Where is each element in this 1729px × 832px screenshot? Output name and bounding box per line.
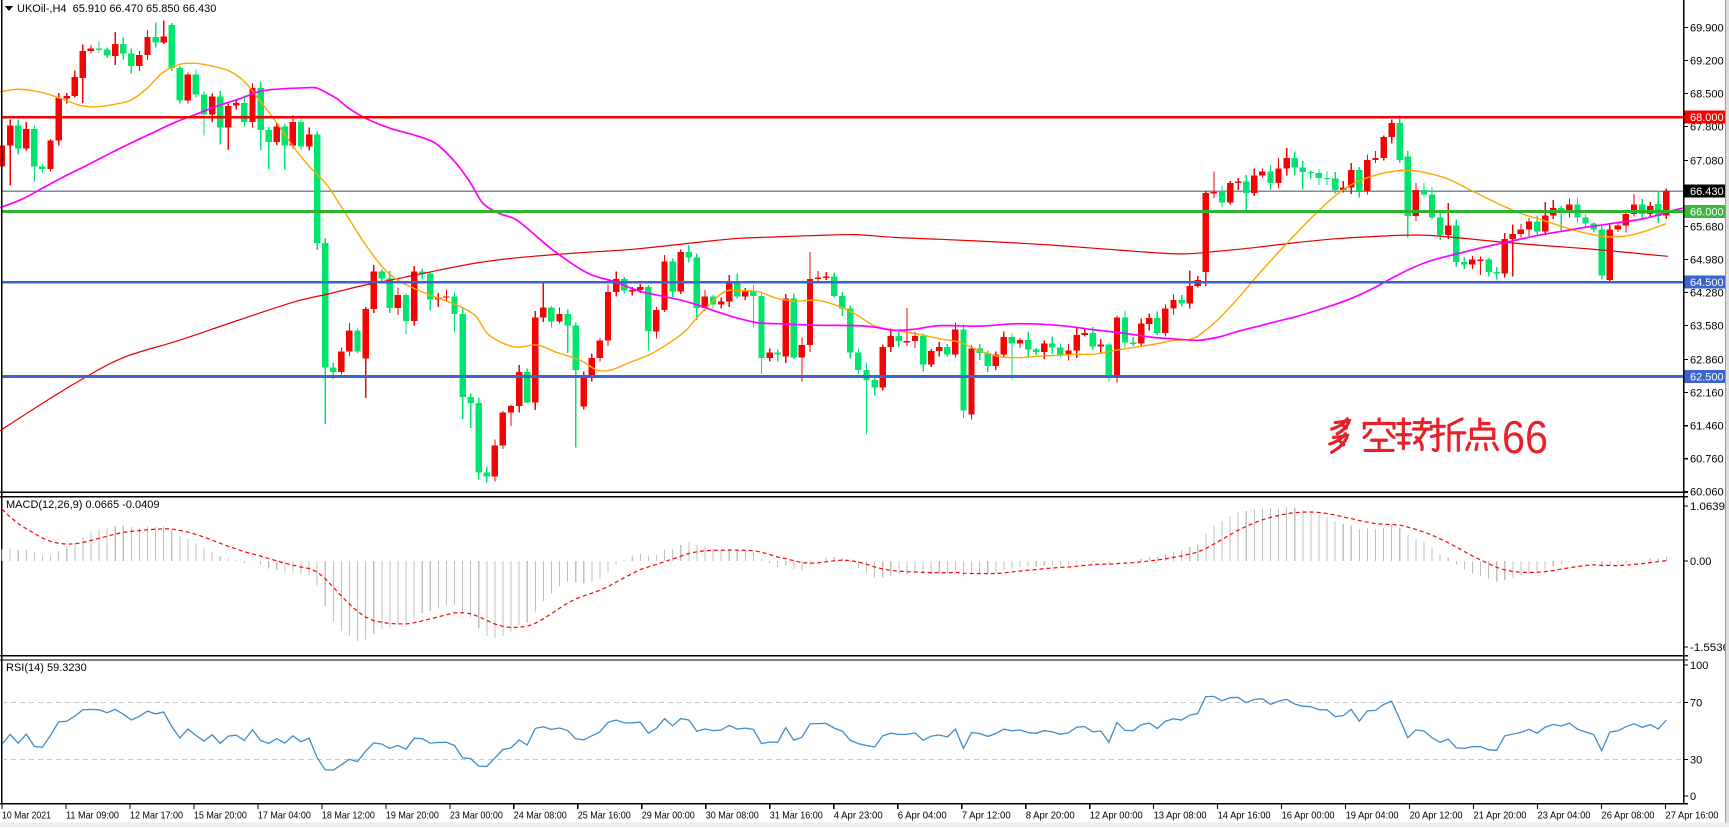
svg-text:26 Apr 08:00: 26 Apr 08:00: [1602, 810, 1655, 822]
svg-text:20 Apr 12:00: 20 Apr 12:00: [1410, 810, 1463, 822]
svg-text:7 Apr 12:00: 7 Apr 12:00: [962, 810, 1011, 822]
svg-text:60.060: 60.060: [1690, 487, 1724, 499]
svg-text:68.500: 68.500: [1690, 89, 1724, 101]
svg-text:60.760: 60.760: [1690, 454, 1724, 466]
svg-text:19 Apr 04:00: 19 Apr 04:00: [1346, 810, 1399, 822]
svg-text:15 Mar 20:00: 15 Mar 20:00: [194, 810, 247, 822]
svg-text:62.160: 62.160: [1690, 388, 1724, 400]
svg-text:31 Mar 16:00: 31 Mar 16:00: [770, 810, 823, 822]
svg-text:-1.5536: -1.5536: [1690, 642, 1729, 654]
svg-text:11 Mar 09:00: 11 Mar 09:00: [66, 810, 119, 822]
svg-text:16 Apr 00:00: 16 Apr 00:00: [1282, 810, 1335, 822]
svg-text:63.580: 63.580: [1690, 321, 1724, 333]
svg-text:30 Mar 08:00: 30 Mar 08:00: [706, 810, 759, 822]
svg-text:0: 0: [1690, 791, 1696, 803]
svg-text:68.000: 68.000: [1690, 112, 1724, 124]
svg-text:6 Apr 04:00: 6 Apr 04:00: [898, 810, 947, 822]
svg-text:UKOil-,H4 65.910 66.470 65.85: UKOil-,H4 65.910 66.470 65.850 66.430: [17, 3, 216, 15]
svg-text:70: 70: [1690, 697, 1702, 709]
svg-text:21 Apr 20:00: 21 Apr 20:00: [1474, 810, 1527, 822]
svg-text:8 Apr 20:00: 8 Apr 20:00: [1026, 810, 1075, 822]
svg-text:12 Mar 17:00: 12 Mar 17:00: [130, 810, 183, 822]
svg-text:69.200: 69.200: [1690, 56, 1724, 68]
svg-text:0.00: 0.00: [1690, 556, 1711, 568]
svg-text:65.680: 65.680: [1690, 222, 1724, 234]
svg-text:24 Mar 08:00: 24 Mar 08:00: [514, 810, 567, 822]
svg-text:27 Apr 16:00: 27 Apr 16:00: [1666, 810, 1719, 822]
svg-text:17 Mar 04:00: 17 Mar 04:00: [258, 810, 311, 822]
svg-text:30: 30: [1690, 755, 1702, 767]
svg-text:64.280: 64.280: [1690, 288, 1724, 300]
svg-text:69.900: 69.900: [1690, 23, 1724, 35]
svg-text:18 Mar 12:00: 18 Mar 12:00: [322, 810, 375, 822]
svg-text:1.0639: 1.0639: [1690, 501, 1725, 513]
svg-text:23 Mar 00:00: 23 Mar 00:00: [450, 810, 503, 822]
svg-text:100: 100: [1690, 660, 1708, 672]
svg-text:67.800: 67.800: [1690, 122, 1724, 134]
svg-text:64.500: 64.500: [1690, 277, 1724, 289]
svg-text:19 Mar 20:00: 19 Mar 20:00: [386, 810, 439, 822]
svg-text:66: 66: [1502, 411, 1548, 463]
svg-text:29 Mar 00:00: 29 Mar 00:00: [642, 810, 695, 822]
svg-text:12 Apr 00:00: 12 Apr 00:00: [1090, 810, 1143, 822]
svg-text:62.860: 62.860: [1690, 355, 1724, 367]
svg-text:RSI(14) 59.3230: RSI(14) 59.3230: [6, 662, 87, 674]
svg-text:14 Apr 16:00: 14 Apr 16:00: [1218, 810, 1271, 822]
svg-text:67.080: 67.080: [1690, 156, 1724, 168]
svg-text:10 Mar 2021: 10 Mar 2021: [2, 810, 51, 822]
svg-text:4 Apr 23:00: 4 Apr 23:00: [834, 810, 883, 822]
svg-text:62.500: 62.500: [1690, 372, 1724, 384]
svg-text:23 Apr 04:00: 23 Apr 04:00: [1538, 810, 1591, 822]
svg-text:64.980: 64.980: [1690, 255, 1724, 267]
svg-text:MACD(12,26,9) 0.0665 -0.0409: MACD(12,26,9) 0.0665 -0.0409: [6, 499, 159, 511]
svg-text:25 Mar 16:00: 25 Mar 16:00: [578, 810, 631, 822]
svg-text:66.000: 66.000: [1690, 207, 1724, 219]
svg-text:61.460: 61.460: [1690, 421, 1724, 433]
svg-text:66.430: 66.430: [1690, 186, 1724, 198]
svg-text:13 Apr 08:00: 13 Apr 08:00: [1154, 810, 1207, 822]
